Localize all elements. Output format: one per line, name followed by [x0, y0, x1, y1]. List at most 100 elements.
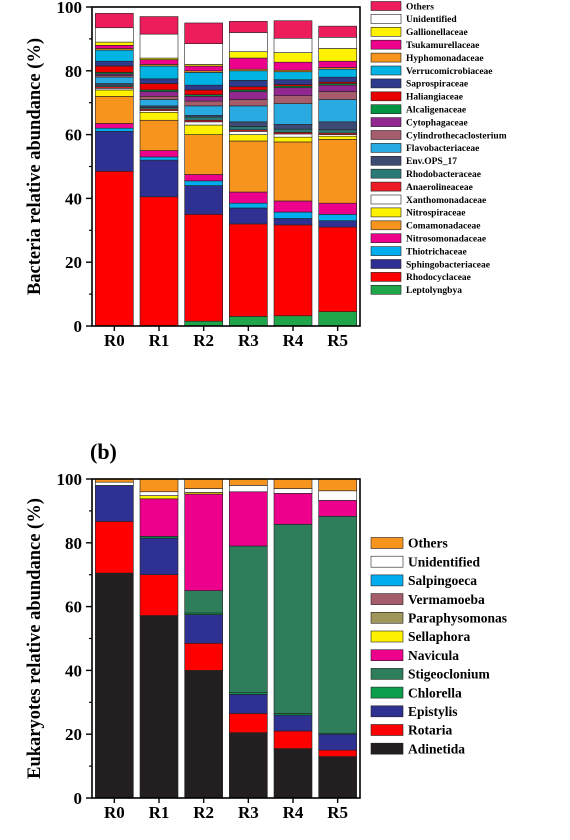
chart-panel-1: R0 R1 R2 R3 R4 R5 0 20 40 60 80 100 Bacteria relativ…: [25, 0, 507, 350]
x-tick-label: R5: [327, 331, 348, 350]
legend-label: Rhodobacteraceae: [406, 170, 481, 180]
bar-segment-r4-s5: [273, 141, 313, 202]
bar-segment-r5-s5: [318, 139, 357, 204]
y-tick-label: 100: [57, 0, 83, 17]
legend-label: Unidentified: [408, 554, 481, 569]
bar-segment-r4-s1: [273, 730, 313, 749]
bar-segment-r4-s0: [273, 748, 313, 799]
bar-segment-r2-s3: [184, 180, 223, 186]
bar-segment-r1-s11: [139, 99, 179, 107]
legend-label: Gallionellaceae: [406, 28, 468, 38]
bar-segment-r4-s6: [273, 136, 313, 143]
bar-segment-r3-s4: [229, 545, 268, 694]
legend-swatch: [370, 207, 402, 218]
y-axis-label: Bacteria relative abundance (%): [25, 38, 45, 295]
legend-swatch: [370, 246, 402, 256]
bar-segment-r3-s11: [229, 105, 268, 123]
bar-segment-r5-s4: [318, 202, 357, 215]
bar-segment-r0-s2: [95, 485, 134, 522]
x-tick-label: R0: [104, 331, 125, 350]
bar-segment-r4-s7: [273, 133, 313, 138]
bar-segment-r2-s2: [184, 185, 223, 215]
legend-swatch: [370, 630, 404, 643]
bar-segment-r1-s1: [139, 574, 179, 616]
bar-segment-r2-s13: [184, 96, 223, 102]
bar-segment-r5-s1: [318, 226, 357, 312]
bar-segment-r1-s1: [139, 196, 179, 327]
bar-segment-r0-s11: [95, 76, 134, 84]
bar-segment-r4-s22: [273, 20, 313, 39]
legend-label: Navicula: [408, 648, 459, 663]
bar-segment-r3-s6: [229, 134, 268, 142]
bar-segment-r4-s11: [273, 103, 313, 125]
bar-segment-r3-s16: [229, 80, 268, 88]
bar-segment-r1-s6: [139, 495, 179, 500]
bar-segment-r2-s5: [184, 493, 223, 591]
bar-segment-r2-s17: [184, 72, 223, 86]
bar-segment-r4-s0: [273, 315, 313, 327]
legend-swatch: [370, 143, 402, 153]
bar-segment-r5-s12: [318, 91, 357, 100]
bar-segment-r2-s4: [184, 174, 223, 182]
bar-segment-r5-s2: [318, 220, 357, 228]
bar-segment-r3-s22: [229, 21, 268, 33]
bar-segment-r5-s0: [318, 311, 357, 327]
legend-label: Anaerolineaceae: [406, 183, 473, 193]
legend-label: Flavobacteriaceae: [406, 144, 479, 154]
legend-label: Nitrosomonadaceae: [406, 235, 486, 245]
bar-segment-r5-s21: [318, 37, 357, 49]
legend-swatch: [370, 65, 402, 76]
bar-segment-r3-s5: [229, 491, 268, 547]
bar-segment-r0-s6: [95, 89, 134, 97]
bar-segment-r4-s9: [273, 128, 313, 133]
x-tick-label: R4: [283, 331, 304, 350]
x-tick-label: R1: [149, 331, 170, 350]
bar-segment-r4-s5: [273, 493, 313, 525]
legend-swatch: [370, 1, 402, 11]
bar-segment-r0-s22: [95, 13, 134, 29]
bar-segment-r5-s2: [318, 733, 357, 751]
bar-segment-r0-s2: [95, 131, 134, 172]
legend-label: Stigeoclonium: [408, 667, 491, 682]
bar-segment-r5-s6: [318, 135, 357, 140]
bar-segment-r1-s17: [139, 65, 179, 80]
legend-swatch: [370, 537, 404, 549]
legend: Others Unidentified Gallionellaceae Tsukamu…: [370, 1, 507, 296]
bar-segment-r1-s16: [139, 78, 179, 84]
bar-segment-r0-s3: [95, 127, 134, 132]
bar-segment-r3-s7: [229, 131, 268, 135]
y-tick-label: 60: [65, 126, 82, 145]
bar-segment-r2-s6: [184, 124, 223, 135]
bar-segment-r5-s5: [318, 500, 357, 517]
legend-swatch: [370, 284, 402, 295]
bar-segment-r1-s5: [139, 498, 179, 537]
legend-swatch: [370, 130, 402, 140]
legend-swatch: [370, 742, 404, 755]
bar-segment-r3-s13: [229, 91, 268, 100]
bar-segment-r1-s13: [139, 91, 179, 97]
bar-segment-r2-s11: [184, 478, 223, 489]
legend-label: Saprospiraceae: [406, 80, 468, 90]
legend-label: Unidentified: [406, 15, 457, 25]
legend-label: Hyphomonadaceae: [406, 54, 484, 64]
bar-segment-r5-s10: [318, 121, 357, 131]
bar-segment-r1-s3: [139, 156, 179, 161]
bar-segment-r2-s4: [184, 590, 223, 614]
x-tick-label: R5: [327, 803, 348, 822]
bar-segment-r2-s2: [184, 614, 223, 644]
legend-label: Vermamoeba: [408, 592, 485, 607]
legend-swatch: [370, 574, 404, 587]
legend-swatch: [370, 26, 402, 37]
bar-segment-r5-s13: [318, 84, 357, 92]
bar-segment-r4-s19: [273, 61, 313, 71]
bar-segment-r2-s19: [184, 65, 223, 72]
legend-label: Haliangiaceae: [406, 93, 463, 103]
bar-segment-r3-s21: [229, 32, 268, 52]
legend-swatch: [370, 78, 402, 89]
bar-segment-r3-s10: [229, 485, 268, 493]
bar-segment-r4-s4: [273, 523, 313, 714]
legend-label: Cytophagaceae: [406, 118, 468, 128]
legend-label: Sphingobacteriaceae: [406, 260, 490, 270]
bar-segment-r2-s21: [184, 43, 223, 65]
bar-segment-r1-s15: [139, 83, 179, 91]
